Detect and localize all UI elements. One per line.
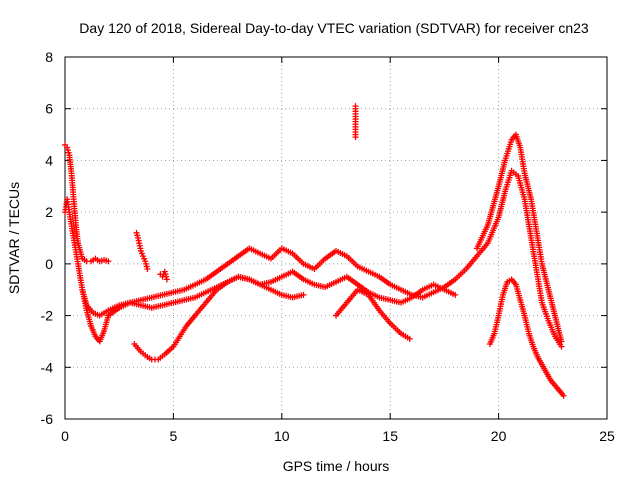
x-tick-label: 25: [599, 428, 615, 444]
data-point: [560, 392, 567, 399]
x-tick-label: 20: [491, 428, 507, 444]
data-point: [144, 266, 151, 273]
y-tick-label: -4: [41, 359, 54, 375]
data-point: [452, 291, 459, 298]
data-point: [300, 291, 307, 298]
x-tick-label: 0: [61, 428, 69, 444]
y-tick-label: 0: [45, 256, 53, 272]
series-track-e: [333, 286, 413, 342]
x-tick-label: 10: [274, 428, 290, 444]
y-tick-label: -6: [41, 411, 54, 427]
y-axis-label: SDTVAR / TECUs: [6, 182, 22, 294]
series-cluster-13.4h: [352, 103, 359, 141]
x-tick-label: 5: [170, 428, 178, 444]
data-point: [352, 134, 359, 141]
axis-ticks: 0 5 10 15 20 25 -6 -4 -2 0 2 4 6 8: [41, 49, 615, 444]
series-track-b: [62, 167, 565, 350]
y-tick-label: 2: [45, 204, 53, 220]
data-point: [406, 335, 413, 342]
plot-frame: [64, 56, 608, 420]
data-point: [105, 258, 112, 265]
grid: [65, 57, 607, 419]
series-track-c: [79, 268, 459, 319]
chart-title: Day 120 of 2018, Sidereal Day-to-day VTE…: [79, 20, 589, 36]
series-track-f: [486, 276, 567, 399]
series-cluster-3.4h: [133, 229, 151, 273]
data-point: [163, 276, 170, 283]
y-tick-label: -2: [41, 308, 54, 324]
y-tick-label: 8: [45, 49, 53, 65]
series-track-d: [131, 273, 307, 363]
series-cluster-4.5h: [157, 268, 170, 283]
x-tick-label: 15: [382, 428, 398, 444]
y-tick-label: 4: [45, 152, 53, 168]
y-tick-label: 6: [45, 101, 53, 117]
series-track-a: [62, 131, 565, 345]
x-axis-label: GPS time / hours: [283, 458, 390, 474]
data-point: [558, 343, 565, 350]
data-points: [62, 103, 567, 399]
